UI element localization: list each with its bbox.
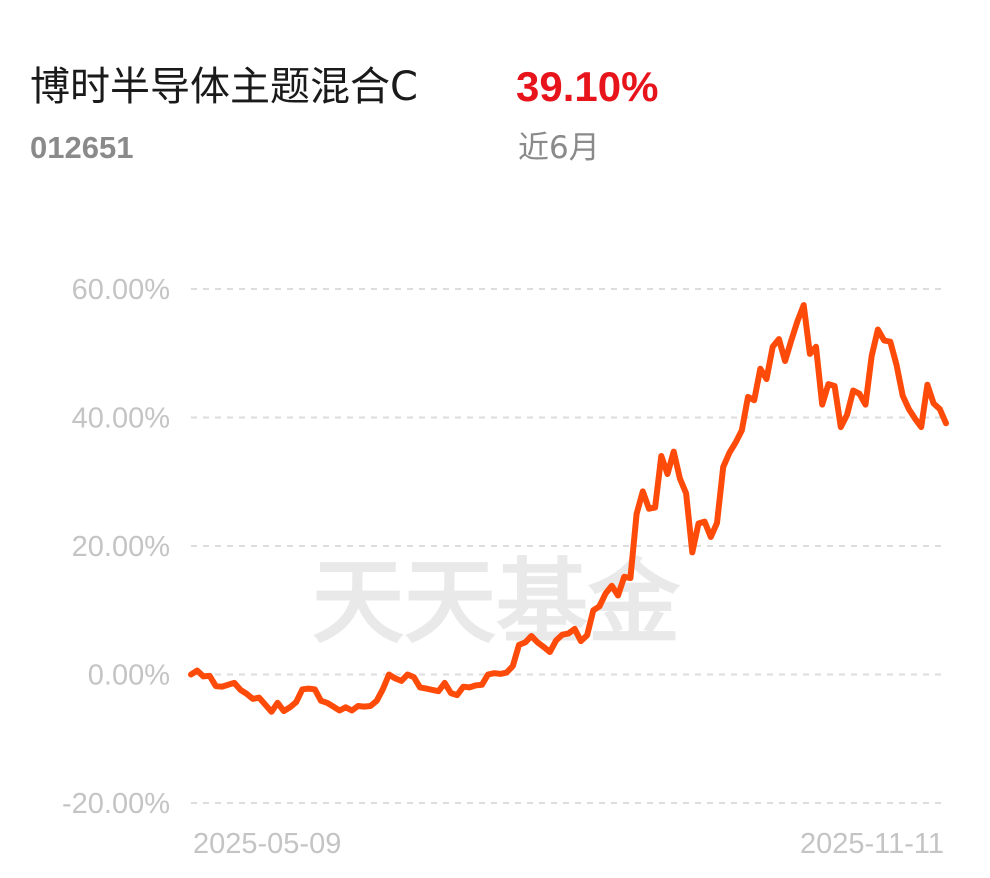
y-tick-label: 60.00% bbox=[72, 274, 170, 306]
watermark: 天天基金 bbox=[312, 548, 681, 656]
y-tick-label: 40.00% bbox=[72, 403, 170, 435]
return-value: 39.10% bbox=[516, 63, 659, 110]
x-tick-label: 2025-11-11 bbox=[800, 828, 944, 860]
y-tick-label: 20.00% bbox=[72, 531, 170, 563]
x-tick-label: 2025-05-09 bbox=[193, 828, 341, 860]
y-axis-tick-labels: 60.00% 40.00% 20.00% 0.00% -20.00% bbox=[62, 274, 170, 820]
series-line bbox=[188, 302, 949, 715]
y-tick-label: 0.00% bbox=[88, 660, 170, 692]
watermark-text: 天天基金 bbox=[312, 548, 681, 656]
grid-lines bbox=[191, 288, 946, 804]
fund-code: 012651 bbox=[30, 130, 134, 165]
series-layer bbox=[188, 302, 949, 715]
fund-name: 博时半导体主题混合C bbox=[30, 64, 418, 110]
period-label: 近6月 bbox=[518, 130, 600, 166]
x-axis-tick-labels: 2025-05-09 2025-11-11 bbox=[193, 828, 944, 860]
y-tick-label: -20.00% bbox=[62, 788, 170, 820]
